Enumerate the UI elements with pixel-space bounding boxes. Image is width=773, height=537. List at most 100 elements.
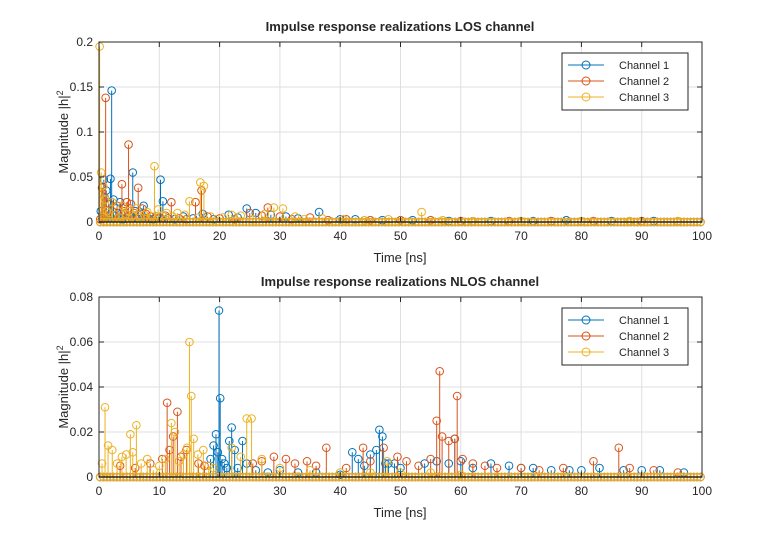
stem-marker <box>437 432 447 441</box>
legend-label: Channel 3 <box>619 92 669 104</box>
stem-marker <box>248 459 258 468</box>
stem-marker <box>132 420 141 430</box>
stem-marker <box>311 461 321 471</box>
stem-marker <box>100 402 110 412</box>
x-tick-label: 60 <box>454 229 468 243</box>
y-tick-label: 0 <box>86 470 93 484</box>
x-tick-label: 50 <box>394 229 408 243</box>
y-tick-label: 0.05 <box>70 170 94 184</box>
stem-marker <box>625 463 634 473</box>
x-tick-label: 0 <box>96 229 103 243</box>
stem-marker <box>450 434 460 444</box>
x-tick-label: 90 <box>635 484 649 498</box>
x-tick-label: 20 <box>213 229 227 243</box>
x-tick-label: 70 <box>514 484 528 498</box>
stem-marker <box>322 443 331 453</box>
stem-marker <box>150 161 159 171</box>
nlos-title: Impulse response realizations NLOS chann… <box>261 274 539 289</box>
stem-marker <box>452 391 462 401</box>
stem-marker <box>100 195 110 204</box>
nlos-x-axis-label: Time [ns] <box>374 505 427 520</box>
stem-marker <box>189 434 198 444</box>
stem-marker <box>104 208 114 218</box>
x-tick-label: 100 <box>692 229 712 243</box>
stem-marker <box>347 447 357 457</box>
stem-marker <box>209 441 218 450</box>
stem-marker <box>417 207 426 217</box>
stem-marker <box>546 465 556 475</box>
stem-marker <box>101 93 110 103</box>
stem-marker <box>124 206 134 216</box>
stem-marker <box>426 215 435 225</box>
stem-marker <box>559 463 568 473</box>
x-tick-label: 70 <box>514 229 528 243</box>
legend-marker <box>581 76 591 86</box>
stem-marker <box>396 463 405 473</box>
stem-marker <box>197 186 206 195</box>
stem-marker <box>379 443 388 453</box>
stem-marker <box>115 461 125 471</box>
los-title: Impulse response realizations LOS channe… <box>266 19 535 34</box>
stem-marker <box>230 445 239 455</box>
stem-marker <box>206 212 215 221</box>
stem-marker <box>366 450 375 459</box>
stem-marker <box>233 463 242 473</box>
stem-marker <box>257 454 267 464</box>
stem-marker <box>516 463 526 473</box>
x-tick-label: 80 <box>575 229 589 243</box>
x-tick-label: 10 <box>153 484 167 498</box>
los-y-axis-label: Magnitude |h|2 <box>55 90 71 173</box>
stem-marker <box>269 452 279 462</box>
y-tick-label: 0.15 <box>70 80 94 94</box>
stem-marker <box>117 179 127 189</box>
stem-marker <box>528 216 538 226</box>
stem-marker <box>595 463 604 473</box>
legend-label: Channel 1 <box>619 60 669 72</box>
stem-marker <box>458 454 467 464</box>
stem-marker <box>153 205 163 214</box>
stem-marker <box>170 427 180 437</box>
stem-marker <box>199 181 209 191</box>
stem-marker <box>432 416 441 426</box>
stem-marker <box>247 414 256 423</box>
x-tick-label: 40 <box>334 229 348 243</box>
los-legend: Channel 1 Channel 2 Channel 3 <box>561 52 689 111</box>
stem-marker <box>382 456 392 466</box>
stem-marker <box>402 456 411 466</box>
stem-marker <box>136 459 146 468</box>
stem-marker <box>335 470 345 480</box>
stem-marker <box>97 459 107 468</box>
x-tick-label: 20 <box>213 484 227 498</box>
x-tick-label: 60 <box>454 484 468 498</box>
stem-marker <box>302 456 312 466</box>
stem-marker <box>106 174 115 184</box>
stem-marker <box>130 463 140 473</box>
legend-marker <box>581 315 591 325</box>
stem-marker <box>167 197 176 207</box>
stem-marker <box>366 215 375 225</box>
stem-marker <box>242 204 252 213</box>
stem-marker <box>414 461 423 471</box>
stem-marker <box>426 454 435 464</box>
stem-marker <box>236 211 246 220</box>
stem-marker <box>142 207 152 217</box>
stem-marker <box>242 414 252 423</box>
stem-marker <box>194 459 203 468</box>
stem-marker <box>185 337 194 347</box>
stem-marker <box>396 215 405 225</box>
stem-marker <box>107 86 116 95</box>
nlos-series-3 <box>97 337 466 480</box>
stem-marker <box>420 459 429 468</box>
nlos-subplot: Impulse response realizations NLOS chann… <box>55 274 712 520</box>
stem-marker <box>444 436 454 446</box>
legend-marker <box>581 347 591 357</box>
x-tick-label: 90 <box>635 229 649 243</box>
stem-marker <box>112 459 122 468</box>
y-tick-label: 0 <box>86 215 93 229</box>
stem-marker <box>290 459 300 468</box>
stem-marker <box>124 140 133 149</box>
stem-marker <box>562 215 571 225</box>
stem-marker <box>278 204 288 213</box>
x-tick-label: 0 <box>96 484 103 498</box>
